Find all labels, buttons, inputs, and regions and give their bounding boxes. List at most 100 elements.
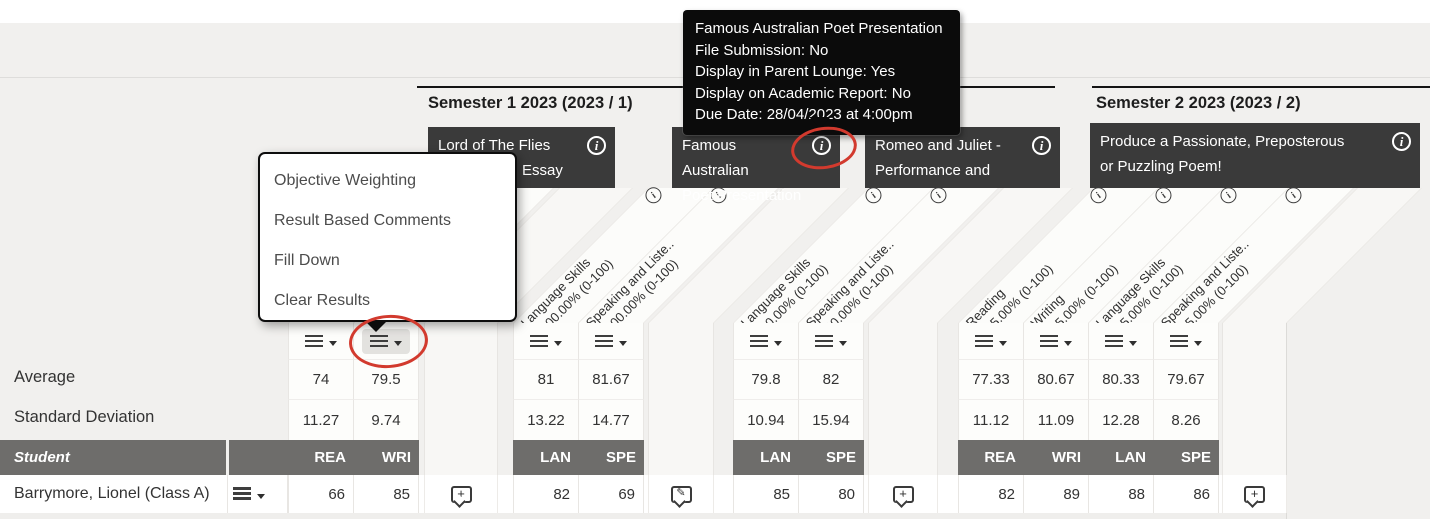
column-menu-button[interactable] — [1023, 323, 1089, 360]
stddev-value: 9.74 — [353, 400, 419, 440]
result-cell[interactable]: 89 — [1023, 475, 1089, 513]
objective-column: Speaking and Liste.. 25.00% (0-100) i 79… — [1153, 183, 1354, 513]
tooltip-due-date: Due Date: 28/04/2023 at 4:00pm — [695, 106, 913, 123]
comment-column — [424, 323, 498, 475]
add-comment-button[interactable]: + — [868, 475, 938, 513]
objective-column: Language Skills 60.00% (0-100) i 79.8 10… — [733, 183, 934, 513]
assessment-title-line2: Essay — [522, 162, 563, 179]
stddev-value: 15.94 — [798, 400, 864, 440]
average-value: 82 — [798, 360, 864, 400]
add-comment-button[interactable]: + — [1222, 475, 1287, 513]
tooltip-title: Famous Australian Poet Presentation — [695, 20, 943, 37]
burger-menu-icon — [1170, 334, 1188, 348]
caret-down-icon — [839, 341, 847, 346]
objective-code: SPE — [825, 449, 856, 466]
result-cell[interactable]: 88 — [1088, 475, 1154, 513]
caret-down-icon — [999, 341, 1007, 346]
burger-menu-icon — [595, 334, 613, 348]
objective-code: REA — [314, 449, 346, 466]
menu-item-result-based-comments[interactable]: Result Based Comments — [274, 212, 451, 229]
tooltip-pointer-caret — [809, 117, 831, 128]
burger-menu-icon — [233, 487, 251, 500]
next-row-edge — [0, 513, 1287, 519]
edit-comment-icon: ✎ — [670, 485, 692, 503]
stddev-value: 11.09 — [1023, 400, 1089, 440]
assessment-title-line1: Produce a Passionate, Preposterous — [1100, 133, 1345, 150]
add-comment-button[interactable]: + — [424, 475, 498, 513]
average-value: 79.8 — [733, 360, 799, 400]
menu-pointer-caret — [364, 320, 388, 332]
result-cell[interactable]: 66 — [288, 475, 354, 513]
column-menu-button[interactable] — [958, 323, 1024, 360]
objective-code: REA — [984, 449, 1016, 466]
menu-item-fill-down[interactable]: Fill Down — [274, 252, 340, 269]
caret-down-icon — [394, 341, 402, 346]
semester-2-rule — [1092, 86, 1430, 88]
stddev-value: 10.94 — [733, 400, 799, 440]
edit-comment-button[interactable]: ✎ — [648, 475, 714, 513]
tooltip-academic-report: Display on Academic Report: No — [695, 84, 911, 102]
column-menu-button[interactable] — [798, 323, 864, 360]
semester-2-heading: Semester 2 2023 (2023 / 2) — [1096, 94, 1301, 112]
group-header-bar — [513, 440, 644, 475]
stddev-value: 13.22 — [513, 400, 579, 440]
objective-column: Reading 25.00% (0-100) i 77.33 11.12 REA… — [958, 183, 1159, 513]
assessment-title-line1: Romeo and Juliet - — [875, 137, 1001, 154]
average-value: 80.33 — [1088, 360, 1154, 400]
burger-menu-icon — [305, 334, 323, 348]
caret-down-icon — [554, 341, 562, 346]
assessment-title-line2: Performance and — [875, 162, 991, 179]
add-comment-icon: + — [892, 485, 914, 503]
average-value: 81 — [513, 360, 579, 400]
average-value: 77.33 — [958, 360, 1024, 400]
column-menu-button[interactable] — [578, 323, 644, 360]
burger-menu-icon — [815, 334, 833, 348]
assessment-title-line2: or Puzzling Poem! — [1100, 158, 1222, 175]
burger-menu-icon — [530, 334, 548, 348]
objective-code: WRI — [381, 449, 411, 466]
result-cell[interactable]: 82 — [513, 475, 579, 513]
result-cell[interactable]: 82 — [958, 475, 1024, 513]
comment-column — [868, 323, 938, 475]
info-icon[interactable]: i — [1032, 136, 1051, 155]
result-cell[interactable]: 80 — [798, 475, 864, 513]
add-comment-icon: + — [1244, 485, 1265, 503]
caret-down-icon — [257, 493, 265, 499]
average-value: 79.67 — [1153, 360, 1219, 400]
result-cell[interactable]: 85 — [733, 475, 799, 513]
info-icon[interactable]: i — [812, 136, 831, 155]
comment-column — [648, 323, 714, 475]
average-value: 74 — [288, 360, 354, 400]
result-cell[interactable]: 86 — [1153, 475, 1219, 513]
objective-column: Speaking and Liste.. 100.00% (0-100) i 8… — [578, 183, 779, 513]
stddev-value: 11.12 — [958, 400, 1024, 440]
average-value: 79.5 — [353, 360, 419, 400]
objective-code: LAN — [540, 449, 571, 466]
student-column-header: Student — [0, 440, 226, 475]
info-icon[interactable]: i — [587, 136, 606, 155]
column-menu-button[interactable] — [733, 323, 799, 360]
column-menu-button[interactable] — [1153, 323, 1219, 360]
burger-menu-icon — [370, 334, 388, 348]
student-menu-button[interactable] — [233, 487, 265, 500]
stddev-row-label: Standard Deviation — [14, 408, 155, 426]
objective-code: SPE — [605, 449, 636, 466]
objective-code: LAN — [760, 449, 791, 466]
semester-1-heading: Semester 1 2023 (2023 / 1) — [428, 94, 633, 112]
objective-code: SPE — [1180, 449, 1211, 466]
objective-column: Writing 25.00% (0-100) i 80.67 11.09 WRI… — [1023, 183, 1224, 513]
info-icon[interactable]: i — [1392, 132, 1411, 151]
menu-item-clear-results[interactable]: Clear Results — [274, 292, 371, 309]
assessment-title-line2: Poet Presentation — [682, 187, 802, 204]
menu-item-objective-weighting[interactable]: Objective Weighting — [274, 172, 416, 189]
result-cell[interactable]: 69 — [578, 475, 644, 513]
tooltip-file-submission: File Submission: No — [695, 41, 829, 59]
assessment-title-line1: Lord of The Flies — [438, 137, 551, 154]
burger-menu-icon — [1105, 334, 1123, 348]
column-menu-button[interactable] — [288, 323, 354, 360]
column-menu-button[interactable] — [1088, 323, 1154, 360]
result-cell[interactable]: 85 — [353, 475, 419, 513]
assessment-title-line1: Famous Australian — [682, 137, 749, 179]
column-menu-button[interactable] — [513, 323, 579, 360]
stddev-value: 14.77 — [578, 400, 644, 440]
